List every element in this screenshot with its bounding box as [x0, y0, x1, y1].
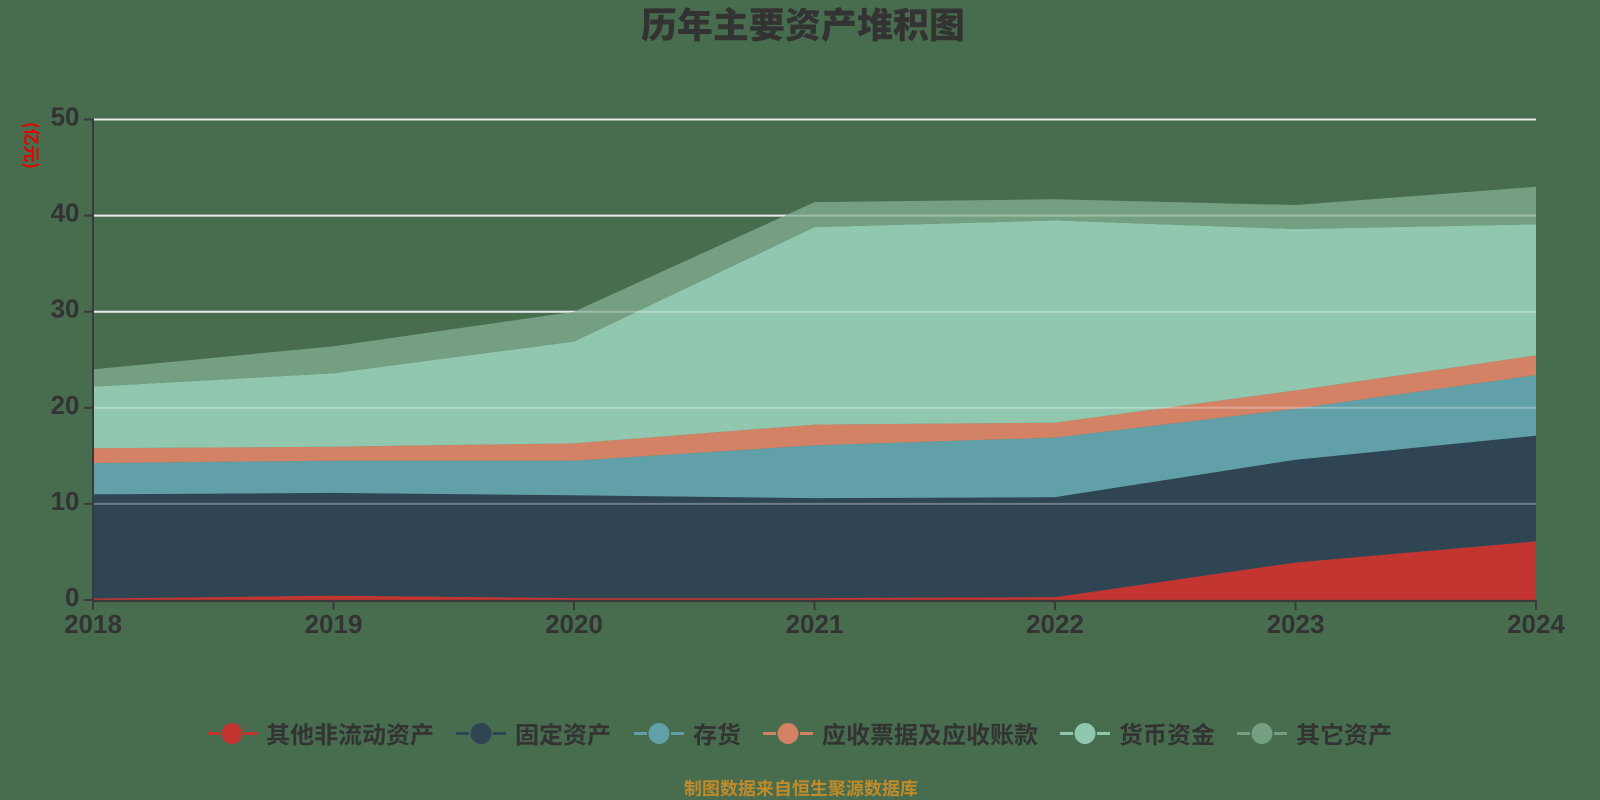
svg-text:40: 40	[51, 198, 80, 228]
svg-text:2022: 2022	[1026, 609, 1084, 639]
svg-text:2020: 2020	[545, 609, 603, 639]
svg-text:2024: 2024	[1507, 609, 1565, 639]
svg-text:10: 10	[51, 486, 80, 516]
svg-text:2019: 2019	[305, 609, 363, 639]
svg-text:20: 20	[51, 390, 80, 420]
svg-text:30: 30	[51, 294, 80, 324]
svg-text:50: 50	[51, 102, 80, 132]
svg-text:0: 0	[65, 582, 79, 612]
svg-text:2021: 2021	[786, 609, 844, 639]
svg-text:2018: 2018	[64, 609, 122, 639]
svg-text:2023: 2023	[1267, 609, 1325, 639]
